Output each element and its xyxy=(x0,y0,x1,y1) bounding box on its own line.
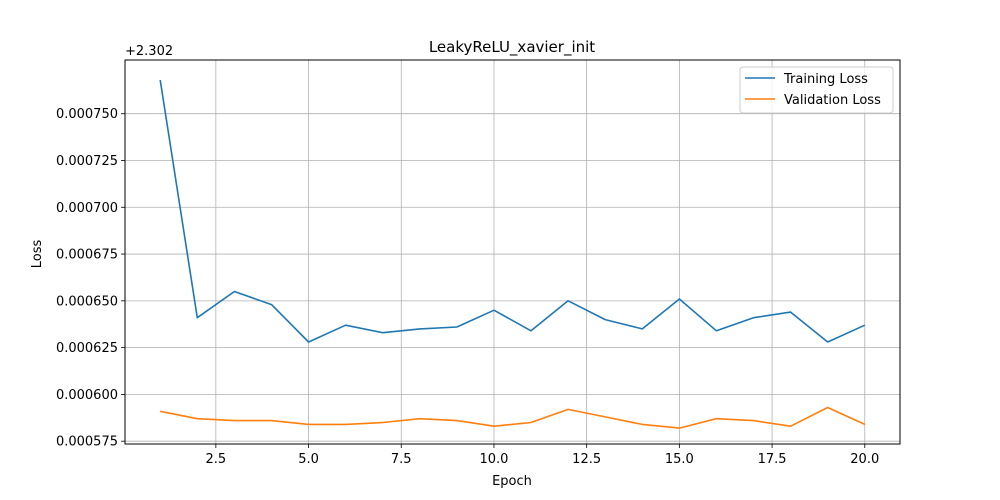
x-tick-label: 17.5 xyxy=(758,452,787,467)
legend: Training Loss Validation Loss xyxy=(739,66,894,114)
axis-ticks: 2.5 5.0 7.5 10.0 12.5 15.0 17.5 20.0 0.000575 0.0… xyxy=(56,107,879,467)
x-tick-label: 2.5 xyxy=(206,452,227,467)
y-tick-label: 0.000625 xyxy=(56,341,118,356)
y-offset-label: +2.302 xyxy=(125,44,173,59)
chart-title: LeakyReLU_xavier_init xyxy=(429,38,595,57)
y-tick-label: 0.000600 xyxy=(56,388,118,403)
y-tick-label: 0.000725 xyxy=(56,154,118,169)
series-lines xyxy=(159,79,866,429)
y-tick-label: 0.000700 xyxy=(56,201,118,216)
series-line-training-loss xyxy=(159,79,866,343)
y-tick-label: 0.000750 xyxy=(56,107,118,122)
y-tick-label: 0.000650 xyxy=(56,294,118,309)
x-tick-label: 12.5 xyxy=(572,452,601,467)
grid xyxy=(125,60,900,444)
x-axis-label: Epoch xyxy=(492,474,532,489)
y-tick-label: 0.000575 xyxy=(56,435,118,450)
y-tick-label: 0.000675 xyxy=(56,248,118,263)
x-tick-label: 7.5 xyxy=(391,452,412,467)
x-tick-label: 15.0 xyxy=(665,452,694,467)
plot-frame xyxy=(124,59,901,445)
x-tick-label: 10.0 xyxy=(479,452,508,467)
x-tick-label: 20.0 xyxy=(850,452,879,467)
series-line-validation-loss xyxy=(160,406,866,429)
x-tick-label: 5.0 xyxy=(298,452,319,467)
y-axis-label: Loss xyxy=(30,240,45,269)
legend-label-training: Training Loss xyxy=(783,72,868,87)
legend-label-validation: Validation Loss xyxy=(784,93,881,108)
legend-box xyxy=(739,66,894,114)
